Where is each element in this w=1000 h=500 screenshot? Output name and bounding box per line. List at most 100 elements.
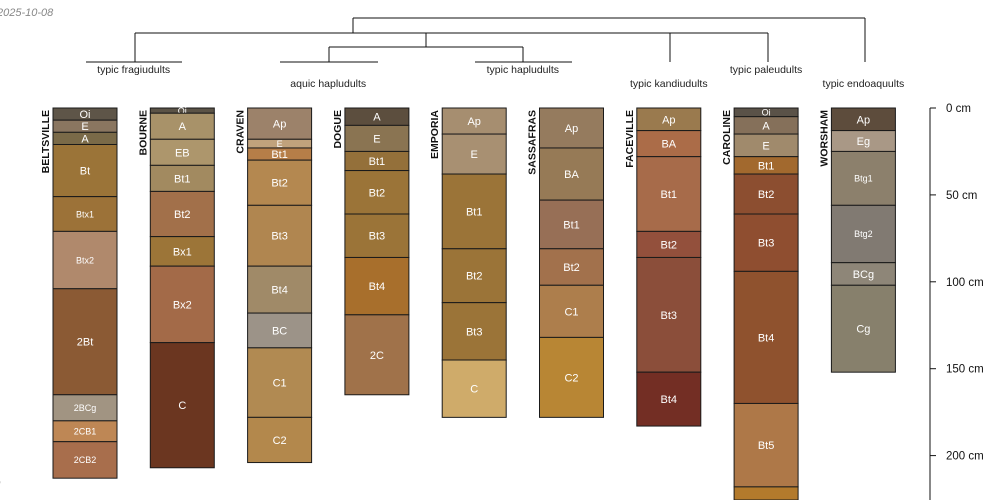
horizon-bt2 [149, 190, 215, 238]
horizon-label: Bt3 [271, 231, 288, 243]
horizon-label: Bt4 [369, 281, 386, 293]
horizon-label: Ap [273, 119, 286, 131]
horizon-label: 2Bt [77, 337, 94, 349]
horizon-bt2 [539, 248, 604, 286]
horizon-bc [247, 312, 313, 349]
horizon-label: Bt3 [661, 310, 678, 322]
horizon-bt5 [733, 402, 799, 488]
horizon-label: E [471, 149, 478, 161]
profile-emporia: Ap E Bt1 Bt2 Bt3 C EMPORIA [429, 107, 507, 418]
horizon-label: C2 [564, 372, 578, 384]
group-label: aquic hapludults [290, 78, 366, 90]
horizon-bx1 [149, 236, 215, 267]
horizon-label: Oi [178, 106, 187, 116]
horizon-label: E [373, 133, 380, 145]
horizon-ba [539, 147, 604, 201]
horizon-bt3 [636, 256, 702, 373]
horizon-label: Bt2 [758, 189, 775, 201]
group-label: typic paleudults [730, 64, 802, 76]
horizon-label: Bx2 [173, 299, 192, 311]
profile-name: BELTSVILLE [40, 110, 52, 173]
horizon-label: Bt4 [271, 285, 288, 297]
horizon-label: Bt1 [271, 149, 288, 161]
horizon-bt2 [441, 248, 507, 304]
horizon-bt3 [733, 213, 799, 272]
horizon-c [149, 342, 215, 469]
group-label: typic hapludults [487, 64, 559, 76]
horizon-label: BA [661, 139, 676, 151]
group-label: typic kandiudults [630, 78, 708, 90]
horizon-cg [830, 284, 896, 373]
profile-name: SASSAFRAS [527, 110, 539, 175]
horizon-bt1 [149, 164, 215, 192]
horizon-label: Bt2 [661, 239, 678, 251]
group-labels: typic fragiudults aquic hapludults typic h… [97, 64, 904, 90]
horizon-label: Bt1 [466, 206, 483, 218]
horizon-label: Btg2 [854, 229, 873, 239]
horizon-label: BCg [853, 269, 874, 281]
horizon-2cb2 [52, 441, 118, 479]
profile-name: DOGUE [332, 110, 344, 149]
horizon-label: C [178, 400, 186, 412]
profile-name: WORSHAM [818, 110, 830, 167]
horizon-c2 [247, 416, 313, 464]
horizon-label: Ap [662, 114, 675, 126]
horizon-label: Ap [857, 114, 870, 126]
horizon-label: 2BCg [74, 403, 97, 413]
horizon-label: Bt4 [758, 332, 775, 344]
horizon-label: Bt1 [563, 219, 580, 231]
horizon-label: 2CB1 [74, 427, 97, 437]
horizon-label: Btg1 [854, 174, 873, 184]
horizon-bt4 [636, 371, 702, 427]
horizon-label: Bt2 [466, 271, 483, 283]
horizon-eb [149, 138, 215, 166]
horizon-bt3 [441, 302, 507, 361]
horizon-label: Bt3 [369, 231, 386, 243]
horizon-label: Ap [565, 123, 578, 135]
horizon-c [441, 359, 507, 418]
horizon-label: Oi [80, 109, 91, 121]
horizon-label: Bt2 [174, 209, 191, 221]
profile-worsham: Ap Eg Btg1 Btg2 BCg Cg WORSHAM [818, 107, 896, 373]
group-typic-hapludults: typic hapludults [487, 64, 559, 76]
date-label: 2025-10-08 [0, 7, 54, 19]
horizon-label: E [762, 140, 769, 152]
horizon-label: Bt5 [758, 440, 775, 452]
horizon-bt2 [344, 170, 410, 215]
profile-name: EMPORIA [429, 110, 441, 159]
depth-tick-label: 200 cm [946, 451, 984, 463]
horizon-label: E [81, 121, 88, 133]
dendrogram [86, 17, 866, 63]
horizon-bx2 [149, 265, 215, 344]
horizon-label: A [179, 121, 187, 133]
horizon-label: EB [175, 147, 190, 159]
horizon-label: Bt4 [661, 394, 678, 406]
horizon-label: Ap [467, 116, 480, 128]
horizon-bt2 [733, 173, 799, 215]
group-typic-paleudults: typic paleudults [730, 64, 802, 76]
depth-tick-label: 50 cm [946, 190, 977, 202]
profile-faceville: Ap BA Bt1 Bt2 Bt3 Bt4 FACEVILLE [624, 107, 702, 427]
horizon-ba [636, 130, 702, 158]
horizon-label: Eg [857, 136, 870, 148]
horizon-bt4 [344, 256, 410, 316]
profile-sassafras: Ap BA Bt1 Bt2 C1 C2 SASSAFRAS [527, 107, 604, 418]
profile-name: CRAVEN [235, 110, 247, 154]
horizon-label: C [470, 384, 478, 396]
horizon-bt2 [247, 159, 313, 206]
horizon-bt4 [733, 270, 799, 404]
group-label: typic endoaquults [823, 78, 905, 90]
profile-name: BOURNE [137, 110, 149, 156]
horizon-bt4 [247, 265, 313, 314]
horizon-btg1 [830, 150, 896, 206]
horizon-ap [539, 107, 604, 149]
depth-axis: 0 cm 50 cm 100 cm 150 cm 200 cm [929, 103, 984, 500]
horizon-2c [344, 314, 410, 396]
horizon-bt3 [344, 213, 410, 258]
horizon-label: C2 [273, 435, 287, 447]
horizon-unlabeled [733, 486, 799, 500]
horizon-label: A [373, 112, 381, 124]
